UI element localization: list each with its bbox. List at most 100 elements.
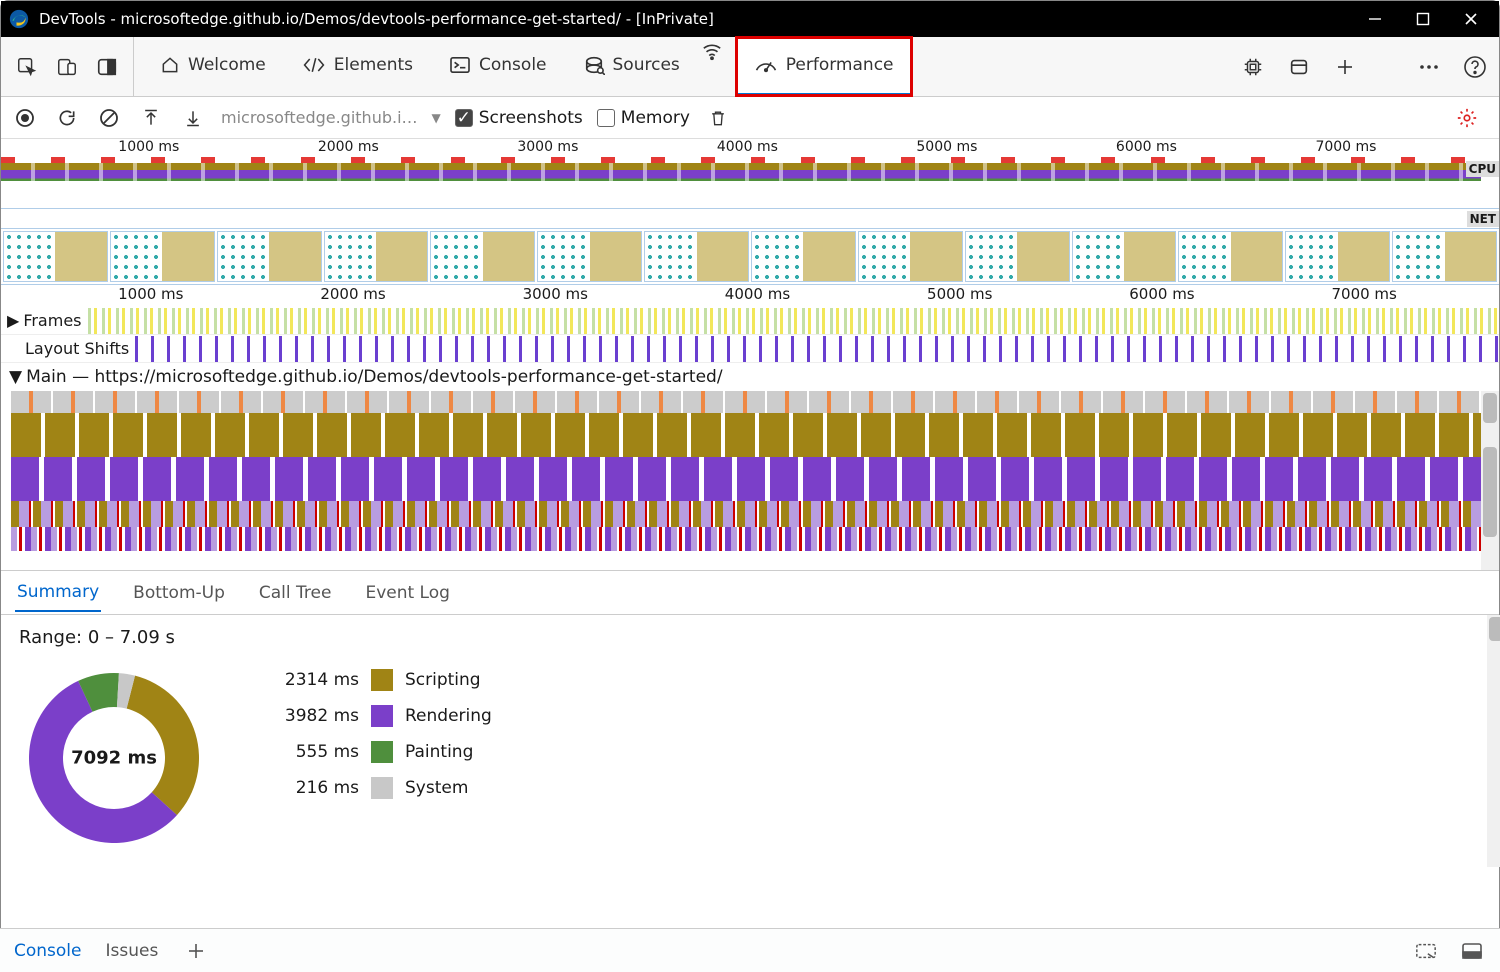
network-conditions-icon[interactable]: [698, 37, 726, 65]
timeline-tick: 7000 ms: [1331, 285, 1396, 303]
application-icon[interactable]: [1285, 53, 1313, 81]
memory-chip-icon[interactable]: [1239, 53, 1267, 81]
edge-logo-icon: [9, 9, 29, 29]
tab-performance[interactable]: Performance: [736, 37, 912, 96]
flame-row-rendering: [11, 457, 1499, 501]
drawer-issues-tab[interactable]: Issues: [106, 941, 159, 961]
drawer-expression-icon[interactable]: [1412, 937, 1440, 965]
device-icon[interactable]: [53, 53, 81, 81]
screenshot-thumb[interactable]: [1178, 231, 1283, 282]
inspect-icon[interactable]: [13, 53, 41, 81]
timeline-tick: 1000 ms: [118, 285, 183, 303]
recording-url[interactable]: microsoftedge.github.i…: [221, 108, 418, 127]
detail-tab-summary[interactable]: Summary: [15, 574, 101, 612]
net-strip: NET: [1, 209, 1499, 229]
timeline-tick: 6000 ms: [1129, 285, 1194, 303]
tab-elements[interactable]: Elements: [284, 37, 431, 96]
titlebar: DevTools - microsoftedge.github.io/Demos…: [1, 1, 1499, 37]
screenshot-thumb[interactable]: [537, 231, 642, 282]
screenshot-thumb[interactable]: [1285, 231, 1390, 282]
summary-scrollbar[interactable]: [1487, 615, 1500, 867]
screenshot-thumb[interactable]: [644, 231, 749, 282]
drawer-console-tab[interactable]: Console: [14, 941, 82, 961]
screenshot-filmstrip[interactable]: [1, 229, 1499, 285]
perf-toolbar: microsoftedge.github.i… ▼ ✓Screenshots M…: [1, 97, 1499, 139]
range-text: Range: 0 – 7.09 s: [19, 627, 175, 648]
memory-checkbox[interactable]: Memory: [597, 108, 690, 128]
detail-tabs: Summary Bottom-Up Call Tree Event Log: [1, 571, 1499, 615]
screenshot-thumb[interactable]: [217, 231, 322, 282]
reload-record-button[interactable]: [53, 104, 81, 132]
legend-row-system: 216 msSystem: [269, 777, 492, 799]
screenshot-thumb[interactable]: [324, 231, 429, 282]
minimize-button[interactable]: [1363, 7, 1387, 31]
screenshot-thumb[interactable]: [1072, 231, 1177, 282]
add-tab-icon[interactable]: [1331, 53, 1359, 81]
screenshot-thumb[interactable]: [430, 231, 535, 282]
record-button[interactable]: [11, 104, 39, 132]
expand-icon[interactable]: ▶: [7, 311, 19, 330]
tab-sources[interactable]: Sources: [565, 37, 698, 96]
timeline-tick: 4000 ms: [725, 285, 790, 303]
detail-tab-call tree[interactable]: Call Tree: [257, 575, 334, 611]
drawer-dock-icon[interactable]: [1458, 937, 1486, 965]
help-icon[interactable]: [1461, 53, 1489, 81]
dock-icon[interactable]: [93, 53, 121, 81]
detail-tab-bottom-up[interactable]: Bottom-Up: [131, 575, 227, 611]
window-title: DevTools - microsoftedge.github.io/Demos…: [39, 10, 1363, 28]
legend-row-painting: 555 msPainting: [269, 741, 492, 763]
screenshot-thumb[interactable]: [751, 231, 856, 282]
flame-row-scripting: [11, 413, 1499, 457]
close-button[interactable]: [1459, 7, 1483, 31]
summary-panel: Range: 0 – 7.09 s 7092 ms 2314 msScripti…: [1, 615, 1499, 867]
summary-legend: 2314 msScripting 3982 msRendering 555 msPa…: [269, 669, 492, 853]
frames-track[interactable]: ▶Frames: [1, 307, 1499, 335]
screenshot-thumb[interactable]: [110, 231, 215, 282]
screenshot-thumb[interactable]: [3, 231, 108, 282]
timeline-tick: 3000 ms: [523, 285, 588, 303]
tab-console[interactable]: Console: [431, 37, 565, 96]
timeline-tick: 5000 ms: [927, 285, 992, 303]
layout-shifts-track[interactable]: Layout Shifts: [1, 335, 1499, 363]
tab-welcome[interactable]: Welcome: [142, 37, 284, 96]
main-track-header[interactable]: ▼ Main — https://microsoftedge.github.io…: [1, 363, 1499, 391]
overview-tick: 7000 ms: [1315, 139, 1376, 155]
clear-button[interactable]: [95, 104, 123, 132]
screenshots-checkbox[interactable]: ✓Screenshots: [455, 108, 583, 128]
overview-tick: 1000 ms: [118, 139, 179, 155]
flame-row-sub2: [11, 527, 1499, 551]
settings-gear-icon[interactable]: [1453, 104, 1481, 132]
overview-tick: 5000 ms: [916, 139, 977, 155]
recording-dropdown-icon[interactable]: ▼: [432, 111, 441, 125]
overview-tick: 2000 ms: [318, 139, 379, 155]
summary-donut: 7092 ms: [19, 663, 209, 853]
more-icon[interactable]: [1415, 53, 1443, 81]
net-label: NET: [1467, 211, 1499, 227]
detail-tab-event log[interactable]: Event Log: [363, 575, 451, 611]
overview-tick: 3000 ms: [517, 139, 578, 155]
screenshot-thumb[interactable]: [1392, 231, 1497, 282]
overview-tick: 6000 ms: [1116, 139, 1177, 155]
flame-chart[interactable]: [1, 391, 1499, 571]
timeline-ruler[interactable]: 1000 ms 2000 ms 3000 ms 4000 ms 5000 ms 6000 …: [1, 285, 1499, 307]
legend-row-rendering: 3982 msRendering: [269, 705, 492, 727]
donut-seg-scripting: [127, 676, 199, 815]
legend-row-scripting: 2314 msScripting: [269, 669, 492, 691]
timeline-tick: 2000 ms: [320, 285, 385, 303]
screenshot-thumb[interactable]: [858, 231, 963, 282]
drawer-tabs: Console Issues: [0, 928, 1500, 972]
cpu-gaps: [1, 163, 1481, 181]
trash-icon[interactable]: [704, 104, 732, 132]
drawer-add-icon[interactable]: [182, 937, 210, 965]
overview-panel[interactable]: 1000 ms2000 ms3000 ms4000 ms5000 ms6000 …: [1, 139, 1499, 209]
cpu-label: CPU: [1466, 161, 1499, 177]
panel-tabs: WelcomeElementsConsoleSources Performance: [1, 37, 1499, 97]
download-icon[interactable]: [179, 104, 207, 132]
upload-icon[interactable]: [137, 104, 165, 132]
screenshot-thumb[interactable]: [965, 231, 1070, 282]
flame-row-tasks: [11, 391, 1499, 413]
flame-row-sub1: [11, 501, 1499, 527]
flame-scrollbar[interactable]: [1481, 391, 1499, 570]
maximize-button[interactable]: [1411, 7, 1435, 31]
collapse-icon[interactable]: ▼: [9, 367, 22, 387]
